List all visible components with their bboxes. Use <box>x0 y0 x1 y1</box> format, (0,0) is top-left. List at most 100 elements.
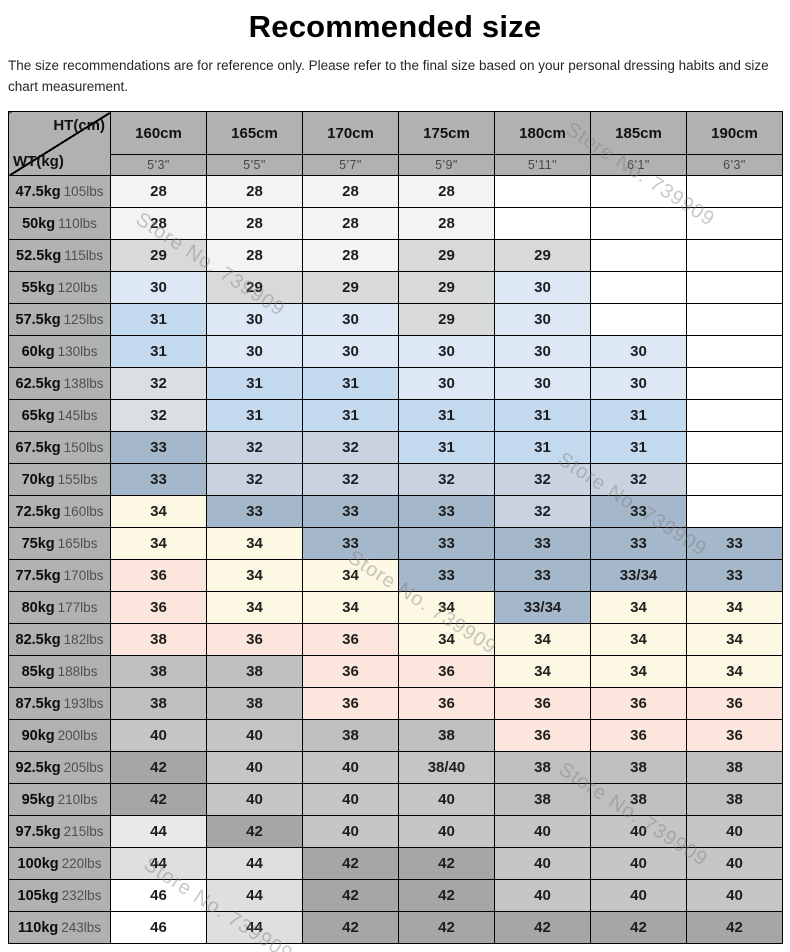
weight-lbs: 220lbs <box>61 855 102 871</box>
weight-kg: 80kg <box>21 599 55 616</box>
table-row: 100kg 220lbs 44 44 42 42 40 40 40 <box>8 847 783 880</box>
size-cell: 29 <box>302 271 399 304</box>
weight-kg: 92.5kg <box>15 759 61 776</box>
size-cell: 40 <box>686 879 783 912</box>
size-cell: 38 <box>206 687 303 720</box>
size-cell: 44 <box>110 847 207 880</box>
size-cell: 46 <box>110 911 207 944</box>
weight-kg: 97.5kg <box>15 823 61 840</box>
size-cell: 31 <box>110 303 207 336</box>
weight-kg: 62.5kg <box>15 375 61 392</box>
size-cell: 31 <box>206 399 303 432</box>
size-cell: 40 <box>494 815 591 848</box>
weight-kg: 57.5kg <box>15 311 61 328</box>
size-cell: 36 <box>494 719 591 752</box>
size-cell: 36 <box>398 687 495 720</box>
size-cell: 42 <box>110 783 207 816</box>
weight-label-cell: 57.5kg 125lbs <box>8 303 111 336</box>
size-cell: 40 <box>206 719 303 752</box>
size-cell: 34 <box>206 527 303 560</box>
size-cell: 36 <box>686 687 783 720</box>
empty-cell <box>686 271 783 304</box>
size-cell: 40 <box>590 879 687 912</box>
weight-label-cell: 55kg 120lbs <box>8 271 111 304</box>
size-table: HT(cm) WT(kg) 160cm 165cm 170cm 175cm 180cm 1… <box>8 111 783 944</box>
size-cell: 44 <box>206 879 303 912</box>
size-cell: 31 <box>494 399 591 432</box>
size-cell: 34 <box>110 527 207 560</box>
table-row: 65kg 145lbs 32 31 31 31 31 31 <box>8 399 783 432</box>
table-body: 47.5kg 105lbs 28 28 28 28 50kg 110lbs 28 28 28 28 52… <box>8 175 783 944</box>
table-row: 72.5kg 160lbs 34 33 33 33 32 33 <box>8 495 783 528</box>
height-ft-header: 5'9" <box>398 154 495 176</box>
size-cell: 33 <box>494 559 591 592</box>
weight-label-cell: 90kg 200lbs <box>8 719 111 752</box>
weight-kg: 70kg <box>21 471 55 488</box>
table-row: 75kg 165lbs 34 34 33 33 33 33 33 <box>8 527 783 560</box>
size-cell: 33/34 <box>590 559 687 592</box>
size-cell: 38 <box>590 783 687 816</box>
height-ft-header: 6'1" <box>590 154 687 176</box>
empty-cell <box>686 463 783 496</box>
size-cell: 29 <box>110 239 207 272</box>
size-cell: 40 <box>686 815 783 848</box>
table-header: HT(cm) WT(kg) 160cm 165cm 170cm 175cm 180cm 1… <box>8 111 783 176</box>
size-cell: 40 <box>110 719 207 752</box>
size-cell: 30 <box>590 367 687 400</box>
size-cell: 36 <box>302 623 399 656</box>
height-ft-header: 6'3" <box>686 154 783 176</box>
size-cell: 33 <box>398 559 495 592</box>
size-cell: 36 <box>110 591 207 624</box>
height-cm-header: 185cm <box>590 111 687 155</box>
weight-kg: 72.5kg <box>15 503 61 520</box>
table-row: 110kg 243lbs 46 44 42 42 42 42 42 <box>8 911 783 944</box>
size-cell: 42 <box>686 911 783 944</box>
size-cell: 33 <box>206 495 303 528</box>
size-cell: 34 <box>398 623 495 656</box>
weight-kg: 110kg <box>17 919 59 936</box>
weight-lbs: 243lbs <box>61 919 102 935</box>
size-cell: 36 <box>590 719 687 752</box>
size-cell: 33 <box>686 527 783 560</box>
size-cell: 28 <box>110 207 207 240</box>
empty-cell <box>686 239 783 272</box>
table-row: 85kg 188lbs 38 38 36 36 34 34 34 <box>8 655 783 688</box>
size-cell: 30 <box>494 335 591 368</box>
empty-cell <box>686 431 783 464</box>
size-cell: 30 <box>494 303 591 336</box>
size-cell: 40 <box>590 815 687 848</box>
size-cell: 32 <box>206 431 303 464</box>
weight-lbs: 125lbs <box>63 311 104 327</box>
weight-lbs: 177lbs <box>57 599 98 615</box>
weight-label-cell: 75kg 165lbs <box>8 527 111 560</box>
size-cell: 34 <box>206 591 303 624</box>
weight-label-cell: 82.5kg 182lbs <box>8 623 111 656</box>
height-cm-header: 165cm <box>206 111 303 155</box>
table-row: 87.5kg 193lbs 38 38 36 36 36 36 36 <box>8 687 783 720</box>
size-cell: 36 <box>686 719 783 752</box>
empty-cell <box>590 303 687 336</box>
table-row: 82.5kg 182lbs 38 36 36 34 34 34 34 <box>8 623 783 656</box>
empty-cell <box>686 495 783 528</box>
table-row: 92.5kg 205lbs 42 40 40 38/40 38 38 38 <box>8 751 783 784</box>
size-cell: 33 <box>590 527 687 560</box>
weight-kg: 85kg <box>21 663 55 680</box>
weight-lbs: 215lbs <box>63 823 104 839</box>
weight-label-cell: 47.5kg 105lbs <box>8 175 111 208</box>
weight-lbs: 188lbs <box>57 663 98 679</box>
size-cell: 31 <box>398 399 495 432</box>
weight-lbs: 182lbs <box>63 631 104 647</box>
empty-cell <box>686 303 783 336</box>
size-cell: 40 <box>206 751 303 784</box>
size-cell: 42 <box>302 911 399 944</box>
weight-kg: 95kg <box>21 791 55 808</box>
table-row: 77.5kg 170lbs 36 34 34 33 33 33/34 33 <box>8 559 783 592</box>
size-cell: 28 <box>110 175 207 208</box>
size-cell: 33 <box>110 431 207 464</box>
size-cell: 44 <box>206 847 303 880</box>
size-cell: 40 <box>590 847 687 880</box>
size-cell: 34 <box>398 591 495 624</box>
empty-cell <box>590 271 687 304</box>
size-cell: 32 <box>590 463 687 496</box>
height-axis-label: HT(cm) <box>53 117 105 134</box>
